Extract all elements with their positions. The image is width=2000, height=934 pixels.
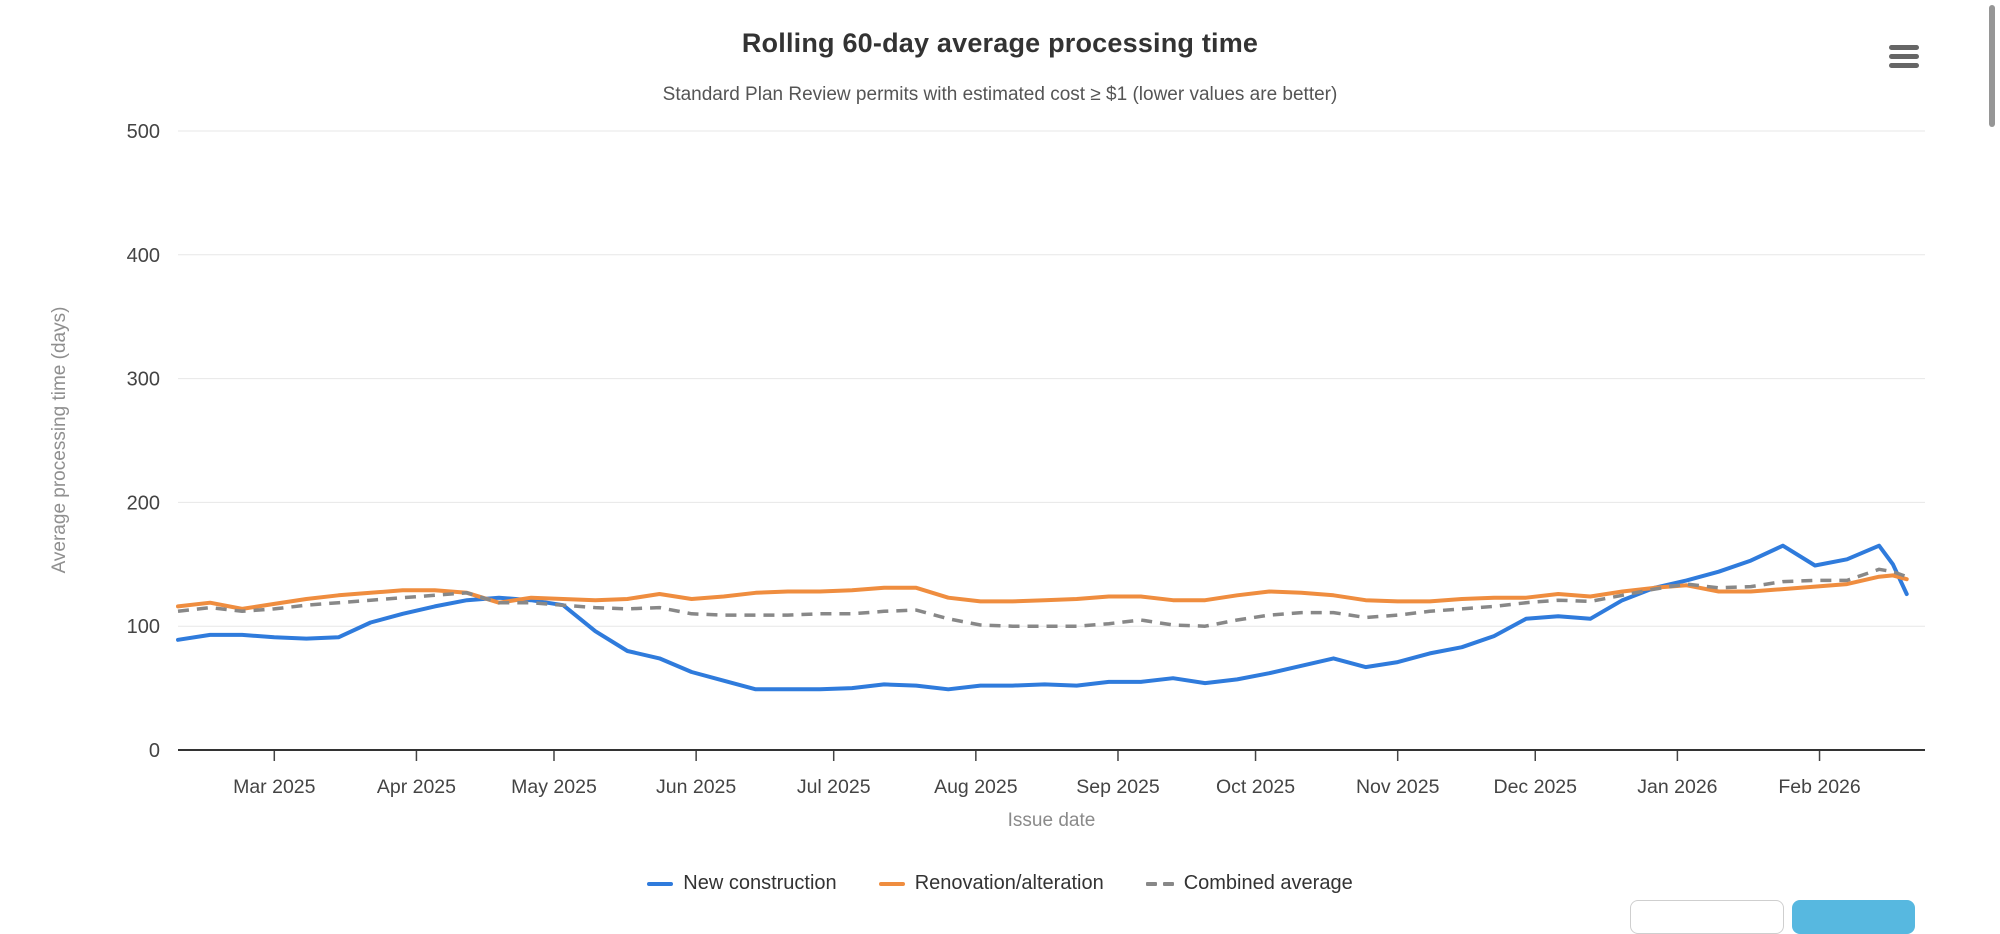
x-axis-tick-label: Oct 2025 bbox=[1216, 776, 1295, 798]
orange-line-icon bbox=[878, 881, 905, 886]
x-axis-tick-label: Apr 2025 bbox=[377, 776, 456, 798]
x-axis-title: Issue date bbox=[1007, 810, 1096, 831]
legend-item-renovation-alteration[interactable]: Renovation/alteration bbox=[878, 872, 1104, 895]
x-axis-tick-label: Jun 2025 bbox=[656, 776, 736, 798]
legend-item-combined-average[interactable]: Combined average bbox=[1145, 872, 1353, 895]
series-line-combined-average[interactable] bbox=[177, 567, 1908, 628]
y-axis-tick-label: 100 bbox=[127, 616, 160, 638]
x-axis-tick-label: Jul 2025 bbox=[797, 776, 871, 798]
x-axis-tick-label: Sep 2025 bbox=[1076, 776, 1160, 798]
y-axis-tick-label: 300 bbox=[127, 369, 160, 391]
footer-submit-button[interactable] bbox=[1792, 900, 1915, 934]
chart-subtitle: Standard Plan Review permits with estima… bbox=[662, 84, 1338, 105]
x-axis-tick-label: Mar 2025 bbox=[233, 776, 316, 798]
blue-line-icon bbox=[647, 881, 674, 886]
scrollbar-thumb[interactable] bbox=[1989, 5, 1995, 127]
x-axis-tick-label: Aug 2025 bbox=[934, 776, 1018, 798]
plot-area: 0 100 200 300 400 500 Mar 2025 Apr 2025 May 2025… bbox=[127, 121, 1925, 798]
hamburger-icon bbox=[1889, 44, 1919, 50]
x-axis-tick-label: May 2025 bbox=[511, 776, 597, 798]
y-axis-tick-label: 200 bbox=[127, 492, 160, 514]
chart-context-menu-button[interactable] bbox=[1878, 36, 1930, 76]
legend-item-new-construction[interactable]: New construction bbox=[647, 872, 837, 895]
x-axis-tick-label: Feb 2026 bbox=[1778, 776, 1860, 798]
chart-legend: New construction Renovation/alteration C… bbox=[0, 872, 2000, 895]
dashed-line-icon bbox=[1145, 881, 1174, 886]
y-axis-tick-label: 400 bbox=[127, 245, 160, 267]
y-axis-tick-label: 0 bbox=[149, 740, 160, 762]
x-axis-tick-label: Nov 2025 bbox=[1356, 776, 1440, 798]
x-axis-tick-label: Dec 2025 bbox=[1494, 776, 1578, 798]
chart-title: Rolling 60-day average processing time bbox=[741, 28, 1259, 58]
x-axis-tick-label: Jan 2026 bbox=[1637, 776, 1717, 798]
y-axis-tick-label: 500 bbox=[127, 121, 160, 143]
series-line-new-construction[interactable] bbox=[176, 543, 1909, 692]
footer-input[interactable] bbox=[1630, 900, 1784, 934]
